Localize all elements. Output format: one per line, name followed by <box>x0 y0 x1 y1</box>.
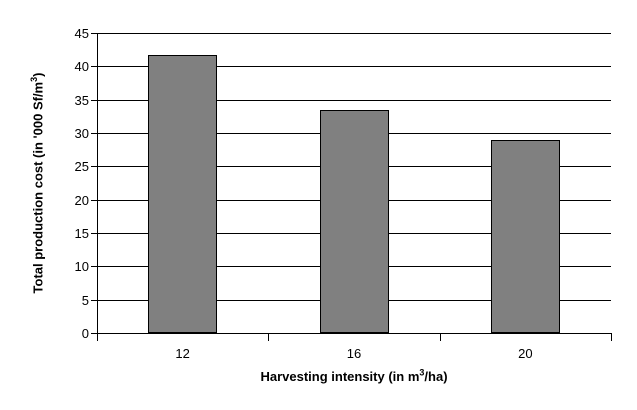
y-axis-tick <box>91 66 97 68</box>
y-axis-tick <box>91 133 97 134</box>
y-tick-label: 0 <box>81 326 89 341</box>
y-axis-title-text: Total production cost (in '000 Sf/m <box>30 81 46 294</box>
y-axis-title-superscript: 3 <box>29 76 40 82</box>
y-tick-label: 35 <box>74 92 89 108</box>
y-axis-tick <box>91 33 97 34</box>
x-axis-title-text: Harvesting intensity (in m <box>260 369 420 384</box>
y-tick-label: 15 <box>74 226 89 241</box>
y-tick-label: 45 <box>74 26 89 41</box>
x-tick-label: 12 <box>175 346 190 361</box>
y-axis-tick <box>91 299 97 301</box>
y-axis-tick <box>91 199 97 201</box>
y-tick-label: 25 <box>74 159 89 175</box>
y-axis-title-suffix: ) <box>30 72 46 77</box>
y-axis-tick <box>91 266 97 268</box>
y-axis-tick <box>91 333 97 334</box>
y-axis-tick <box>91 99 97 101</box>
x-axis-tick <box>97 334 98 341</box>
y-axis-line <box>97 33 98 341</box>
y-axis-title: Total production cost (in '000 Sf/m3) <box>29 72 46 294</box>
bar <box>490 139 560 333</box>
y-tick-label: 20 <box>74 192 89 208</box>
bar <box>148 55 218 333</box>
x-axis-title-suffix: /ha) <box>424 369 448 384</box>
x-tick-label: 20 <box>518 346 533 361</box>
y-tick-label: 30 <box>74 126 89 141</box>
y-tick-label: 10 <box>74 259 89 275</box>
x-axis-tick <box>611 334 612 341</box>
y-tick-label: 5 <box>81 292 89 308</box>
gridline <box>97 66 611 68</box>
y-axis-tick <box>91 233 97 234</box>
gridline <box>97 99 611 101</box>
x-axis-tick <box>268 334 270 341</box>
x-axis-line <box>97 333 612 334</box>
y-tick-label: 40 <box>74 59 89 75</box>
bar <box>319 109 389 333</box>
x-axis-title-superscript: 3 <box>419 367 425 378</box>
gridline <box>97 33 611 34</box>
x-tick-label: 16 <box>346 346 362 361</box>
y-axis-tick <box>91 166 97 168</box>
x-axis-tick <box>439 334 441 341</box>
x-axis-title: Harvesting intensity (in m3/ha) <box>97 367 611 384</box>
